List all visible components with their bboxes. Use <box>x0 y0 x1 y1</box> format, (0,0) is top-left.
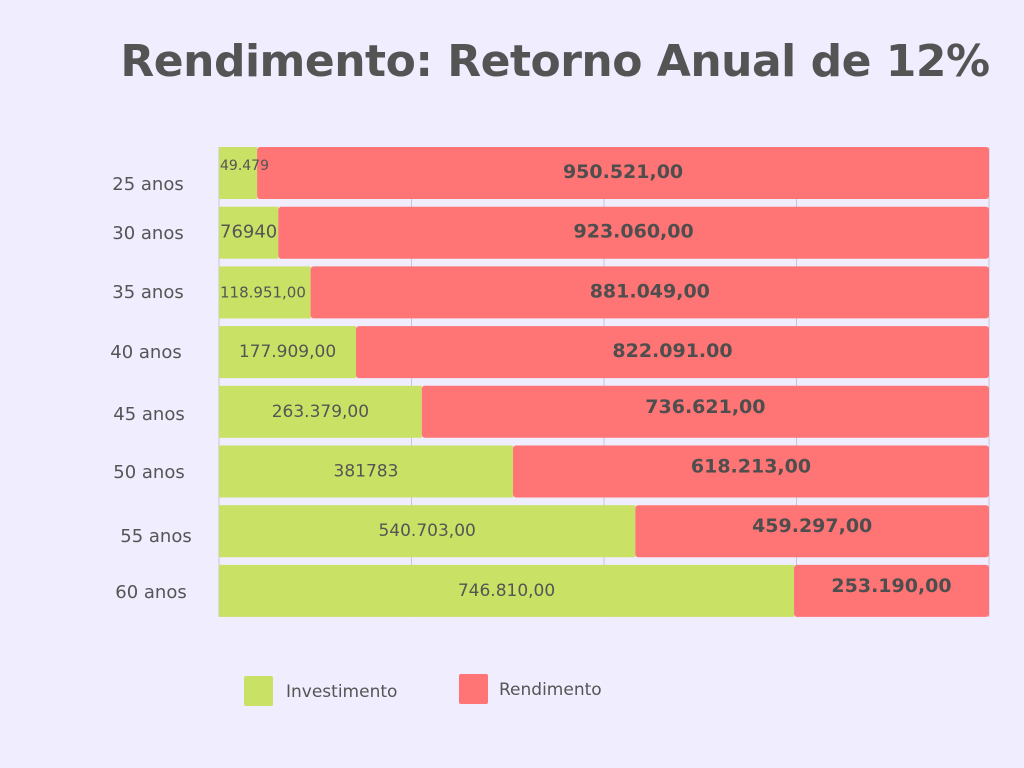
bar-rendimento <box>421 385 989 438</box>
data-label-investimento: 76940 <box>220 222 277 243</box>
data-label-investimento: 381783 <box>334 462 399 482</box>
category-label: 40 anos <box>110 342 181 363</box>
bar-rendimento <box>512 445 989 498</box>
data-label-investimento: 540.703,00 <box>378 521 475 541</box>
bar-investimento <box>219 445 513 498</box>
data-label-rendimento: 736.621,00 <box>645 396 765 418</box>
bar-investimento <box>219 385 422 438</box>
bar-investimento <box>219 147 258 199</box>
data-label-rendimento: 253.190,00 <box>831 575 951 597</box>
category-label: 30 anos <box>112 223 183 244</box>
bar-rendimento <box>794 564 989 617</box>
category-label: 25 anos <box>112 174 183 195</box>
category-label: 45 anos <box>113 404 184 425</box>
legend-label-rendimento: Rendimento <box>499 680 602 700</box>
category-label: 50 anos <box>113 462 184 483</box>
bar-investimento <box>219 505 636 558</box>
data-label-investimento: 746.810,00 <box>458 581 555 601</box>
category-label: 60 anos <box>115 582 186 603</box>
bar-investimento <box>219 326 356 379</box>
data-label-investimento: 177.909,00 <box>239 342 336 362</box>
data-label-rendimento: 618.213,00 <box>691 456 811 478</box>
bar-rendimento <box>355 326 989 379</box>
bar-investimento <box>219 266 311 319</box>
data-label-rendimento: 822.091.00 <box>612 340 732 362</box>
legend-label-investimento: Investimento <box>286 682 397 702</box>
bar-investimento <box>219 206 279 259</box>
data-label-rendimento: 459.297,00 <box>752 515 872 537</box>
bar-investimento <box>219 564 795 617</box>
bar-rendimento <box>310 266 989 319</box>
data-label-investimento: 49.479 <box>220 158 269 174</box>
category-label: 35 anos <box>112 282 183 303</box>
data-label-rendimento: 881.049,00 <box>590 280 710 302</box>
legend-swatch-rendimento <box>459 674 488 704</box>
bar-rendimento <box>278 206 990 259</box>
data-label-rendimento: 950.521,00 <box>563 161 683 183</box>
bar-rendimento <box>635 505 989 558</box>
category-label: 55 anos <box>120 526 191 547</box>
data-label-investimento: 118.951,00 <box>220 283 306 301</box>
data-label-rendimento: 923.060,00 <box>574 221 694 243</box>
chart-title: Rendimento: Retorno Anual de 12% <box>120 36 990 87</box>
data-label-investimento: 263.379,00 <box>272 402 369 422</box>
legend-swatch-investimento <box>244 676 273 706</box>
bar-rendimento <box>257 147 989 199</box>
